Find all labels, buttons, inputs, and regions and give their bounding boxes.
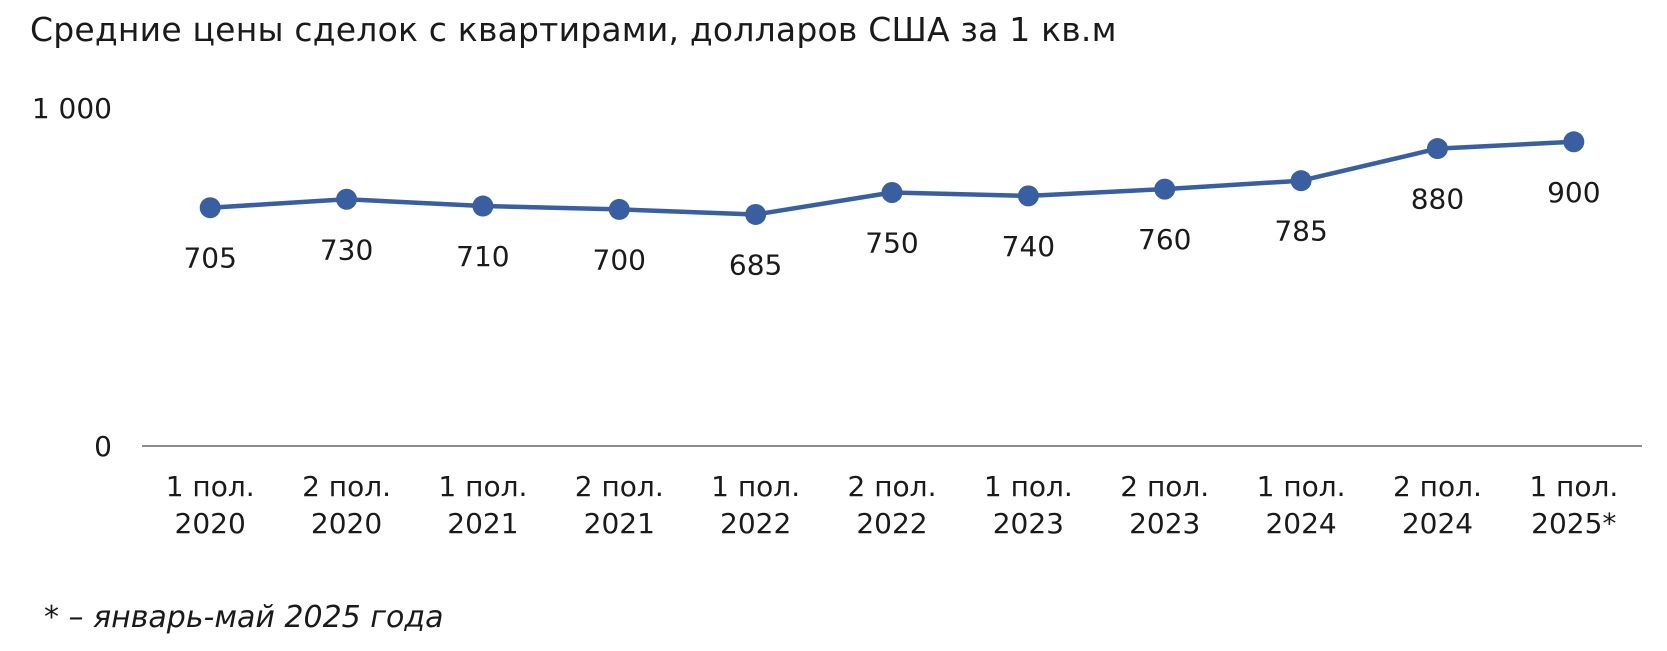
data-labels: 705 730 710 700 685 750 740 760 785 880 900 [183, 176, 1600, 282]
x-tick-label: 1 пол. [166, 470, 255, 503]
x-tick-label: 2022 [720, 507, 791, 540]
data-label: 785 [1274, 215, 1327, 248]
x-tick-label: 2024 [1265, 507, 1336, 540]
x-tick-label: 2021 [447, 507, 518, 540]
data-point [1290, 170, 1312, 192]
data-point [1563, 131, 1585, 153]
x-tick-label: 2023 [993, 507, 1064, 540]
x-axis-tick-labels: 1 пол. 2020 2 пол. 2020 1 пол. 2021 2 пол. 2021… [166, 470, 1619, 540]
data-label: 710 [456, 240, 509, 273]
data-point [1017, 185, 1039, 207]
x-tick-label: 1 пол. [984, 470, 1073, 503]
data-point [745, 203, 767, 225]
data-point [472, 195, 494, 217]
data-point [199, 197, 221, 219]
data-label: 760 [1138, 223, 1191, 256]
x-tick-label: 1 пол. [438, 470, 527, 503]
data-point [1426, 138, 1448, 160]
y-tick-label: 1 000 [32, 92, 112, 125]
data-points [199, 131, 1585, 225]
data-label: 700 [593, 243, 646, 276]
x-tick-label: 2021 [584, 507, 655, 540]
x-tick-label: 2 пол. [1120, 470, 1209, 503]
x-tick-label: 2025* [1531, 507, 1616, 540]
x-tick-label: 2 пол. [848, 470, 937, 503]
x-tick-label: 2023 [1129, 507, 1200, 540]
chart-title: Средние цены сделок с квартирами, доллар… [30, 10, 1117, 49]
y-axis-ticks: 0 1 000 [32, 92, 112, 463]
x-tick-label: 2020 [311, 507, 382, 540]
data-point [1154, 178, 1176, 200]
x-tick-label: 1 пол. [1257, 470, 1346, 503]
data-point [608, 198, 630, 220]
chart-footnote: * – январь-май 2025 года [44, 600, 444, 635]
x-tick-label: 2020 [175, 507, 246, 540]
data-point [336, 188, 358, 210]
x-tick-label: 1 пол. [1529, 470, 1618, 503]
data-label: 730 [320, 233, 373, 266]
x-tick-label: 2 пол. [302, 470, 391, 503]
x-tick-label: 2022 [856, 507, 927, 540]
data-point [881, 182, 903, 203]
data-label: 740 [1002, 230, 1055, 263]
series-line [210, 139, 1574, 217]
x-tick-label: 2 пол. [1393, 470, 1482, 503]
data-label: 705 [183, 242, 236, 275]
data-label: 900 [1547, 176, 1600, 209]
data-label: 880 [1411, 183, 1464, 216]
x-tick-label: 1 пол. [711, 470, 800, 503]
y-tick-label: 0 [94, 430, 112, 463]
x-tick-label: 2024 [1402, 507, 1473, 540]
x-tick-label: 2 пол. [575, 470, 664, 503]
data-label: 685 [729, 248, 782, 281]
data-label: 750 [865, 227, 918, 260]
